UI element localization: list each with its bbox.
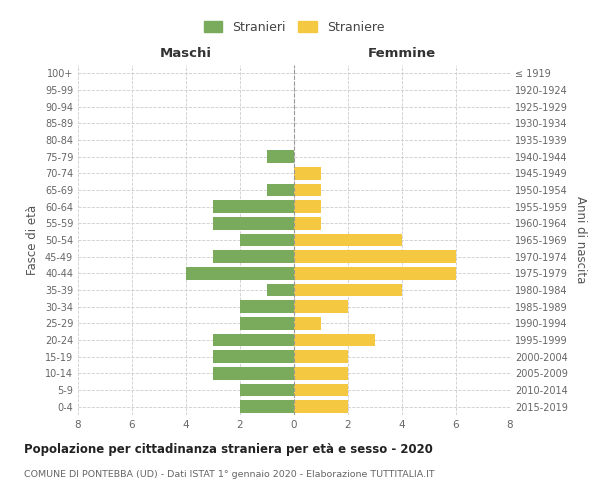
Bar [294,317,321,330]
Bar [294,400,348,413]
Bar [294,284,402,296]
Bar [240,317,294,330]
Bar [294,200,321,213]
Bar [213,367,294,380]
Bar [294,384,348,396]
Text: Maschi: Maschi [160,47,212,60]
Bar [294,350,348,363]
Text: Femmine: Femmine [368,47,436,60]
Bar [294,300,348,313]
Text: Popolazione per cittadinanza straniera per età e sesso - 2020: Popolazione per cittadinanza straniera p… [24,442,433,456]
Bar [294,234,402,246]
Bar [213,217,294,230]
Bar [267,184,294,196]
Y-axis label: Fasce di età: Fasce di età [26,205,39,275]
Y-axis label: Anni di nascita: Anni di nascita [574,196,587,284]
Bar [186,267,294,280]
Bar [294,250,456,263]
Bar [240,300,294,313]
Bar [213,334,294,346]
Bar [294,334,375,346]
Text: COMUNE DI PONTEBBA (UD) - Dati ISTAT 1° gennaio 2020 - Elaborazione TUTTITALIA.I: COMUNE DI PONTEBBA (UD) - Dati ISTAT 1° … [24,470,434,479]
Bar [240,400,294,413]
Bar [213,250,294,263]
Bar [267,284,294,296]
Bar [213,200,294,213]
Bar [294,167,321,179]
Bar [294,217,321,230]
Bar [294,367,348,380]
Legend: Stranieri, Straniere: Stranieri, Straniere [200,17,388,38]
Bar [213,350,294,363]
Bar [294,184,321,196]
Bar [294,267,456,280]
Bar [267,150,294,163]
Bar [240,384,294,396]
Bar [240,234,294,246]
